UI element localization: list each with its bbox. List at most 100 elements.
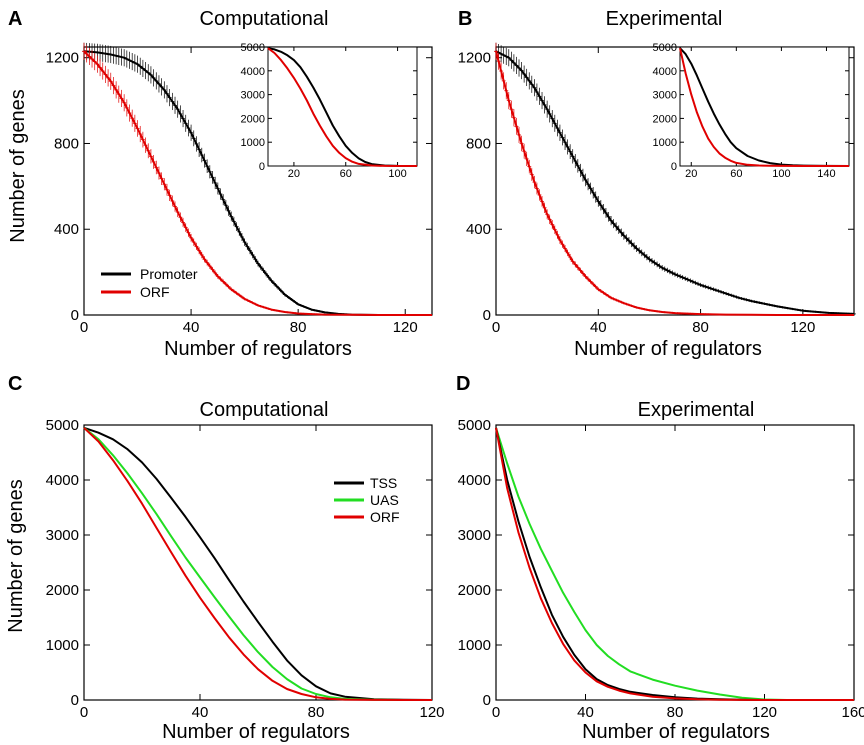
panel-b-inset-ytick-label: 5000 — [653, 42, 677, 54]
panel-d-ytick-label: 3000 — [458, 527, 491, 544]
panel-c-frame — [83, 424, 433, 701]
panel-b-xtick-label: 0 — [492, 319, 500, 336]
panel-c-legend: TSS UAS ORF — [334, 475, 400, 525]
panel-d-ytick-label: 4000 — [458, 472, 491, 489]
panel-b-inset-ytick-label: 3000 — [653, 90, 677, 102]
panel-d-plot: 0 40 80 120 160 0 1000 2000 3000 4000 5000 — [458, 417, 864, 721]
panel-d-ytick-label: 5000 — [458, 417, 491, 434]
panel-b-xtick-label: 40 — [590, 319, 607, 336]
panel-d-letter: D — [456, 373, 470, 395]
panel-c-xlabel: Number of regulators — [162, 721, 350, 743]
panel-b-ytick-label: 800 — [466, 135, 491, 152]
panel-a-ytick-label: 1200 — [46, 50, 79, 67]
panel-a-inset-ytick-label: 1000 — [241, 137, 265, 149]
panel-a-inset-1-line-series — [267, 47, 417, 167]
panel-a-title: Computational — [200, 8, 329, 30]
panel-c-xtick-label: 40 — [192, 704, 209, 721]
panel-a-inset-xtick-label: 60 — [340, 168, 352, 180]
panel-b-inset-ytick-label: 1000 — [653, 137, 677, 149]
panel-d-ytick-label: 0 — [483, 692, 491, 709]
panel-a-xlabel: Number of regulators — [164, 338, 352, 360]
panel-b-inset-frame — [679, 46, 850, 167]
panel-c-letter: C — [8, 373, 22, 395]
panel-a-ytick-label: 800 — [54, 135, 79, 152]
panel-b: B Experimental Number of regulators — [458, 8, 762, 360]
panel-b-inset-xtick-label: 100 — [772, 168, 790, 180]
panel-a-xtick-label: 80 — [290, 319, 307, 336]
panel-b-xlabel: Number of regulators — [574, 338, 762, 360]
panel-a-ylabel: Number of genes — [7, 89, 29, 242]
panel-a-ytick-label: 0 — [71, 307, 79, 324]
legend-label-tss: TSS — [370, 475, 397, 491]
panel-d-xtick-label: 120 — [752, 704, 777, 721]
panel-b-xtick-label: 120 — [790, 319, 815, 336]
panel-c-ytick-label: 0 — [71, 692, 79, 709]
panel-b-inset-1-line-series — [679, 47, 849, 167]
panel-b-ytick-label: 1200 — [458, 50, 491, 67]
panel-c-ytick-label: 3000 — [46, 527, 79, 544]
panel-a-xtick-label: 40 — [183, 319, 200, 336]
panel-a-inset-ytick-label: 4000 — [241, 66, 265, 78]
panel-a-inset-0-line-series — [267, 47, 418, 167]
panel-a: A Computational Number of regulators Num… — [7, 8, 352, 360]
panel-d-line-tss — [495, 427, 854, 701]
legend-label-uas: UAS — [370, 492, 399, 508]
panel-d-xtick-label: 0 — [492, 704, 500, 721]
legend-label-promoter: Promoter — [140, 266, 198, 282]
panel-d-xtick-label: 160 — [841, 704, 864, 721]
legend-label-orf: ORF — [140, 284, 170, 300]
panel-b-inset-xtick-label: 20 — [685, 168, 697, 180]
panel-d-frame — [495, 424, 855, 701]
panel-b-inset-xtick-label: 140 — [817, 168, 835, 180]
panel-a-inset-xtick-label: 100 — [388, 168, 406, 180]
panel-b-ytick-label: 0 — [483, 307, 491, 324]
panel-a-xtick-label: 0 — [80, 319, 88, 336]
panel-b-letter: B — [458, 8, 472, 30]
panel-c-xtick-label: 0 — [80, 704, 88, 721]
panel-a-inset-ytick-label: 3000 — [241, 90, 265, 102]
panel-b-inset-ytick-label: 2000 — [653, 113, 677, 125]
panel-c-xtick-label: 80 — [308, 704, 325, 721]
panel-d-line-orf — [495, 427, 854, 701]
panel-a-letter: A — [8, 8, 22, 30]
panel-c-ytick-label: 1000 — [46, 637, 79, 654]
panel-d-ytick-label: 2000 — [458, 582, 491, 599]
panel-a-frame — [83, 46, 433, 316]
panel-d-xlabel: Number of regulators — [582, 721, 770, 743]
panel-b-title: Experimental — [606, 8, 723, 30]
panel-c-title: Computational — [200, 399, 329, 421]
panel-d-line-uas — [495, 427, 854, 701]
panel-c-line-uas — [83, 427, 432, 701]
panel-b-xtick-label: 80 — [692, 319, 709, 336]
panel-c-ylabel: Number of genes — [5, 479, 27, 632]
panel-a-inset-ytick-label: 0 — [259, 161, 265, 173]
panel-d: D Experimental Number of regulators — [456, 373, 770, 743]
panel-a-inset-frame — [267, 46, 418, 167]
panel-c-line-orf — [83, 427, 432, 701]
panel-b-ytick-label: 400 — [466, 221, 491, 238]
panel-b-inset-ytick-label: 0 — [671, 161, 677, 173]
legend-label-orf-c: ORF — [370, 509, 400, 525]
panel-d-ytick-label: 1000 — [458, 637, 491, 654]
panel-a-inset-xtick-label: 20 — [288, 168, 300, 180]
panel-d-xtick-label: 40 — [577, 704, 594, 721]
panel-c-ytick-label: 5000 — [46, 417, 79, 434]
panel-a-inset-ytick-label: 5000 — [241, 42, 265, 54]
panel-c-plot: 0 40 80 120 0 1000 2000 3000 4000 5000 — [46, 417, 445, 721]
panel-a-inset-ytick-label: 2000 — [241, 113, 265, 125]
panel-a-xtick-label: 120 — [393, 319, 418, 336]
panel-c-xtick-label: 120 — [419, 704, 444, 721]
panel-b-frame — [495, 46, 855, 316]
panel-b-inset-xtick-label: 60 — [730, 168, 742, 180]
panel-c-line-tss — [83, 426, 433, 701]
panel-a-legend: Promoter ORF — [101, 266, 198, 300]
panel-b-inset-ytick-label: 4000 — [653, 66, 677, 78]
panel-c-ytick-label: 2000 — [46, 582, 79, 599]
panel-c-ytick-label: 4000 — [46, 472, 79, 489]
panel-a-ytick-label: 400 — [54, 221, 79, 238]
panel-b-inset: 20 60 100 140 0 1000 2000 3000 4000 5000 — [653, 42, 850, 180]
panel-d-xtick-label: 80 — [667, 704, 684, 721]
